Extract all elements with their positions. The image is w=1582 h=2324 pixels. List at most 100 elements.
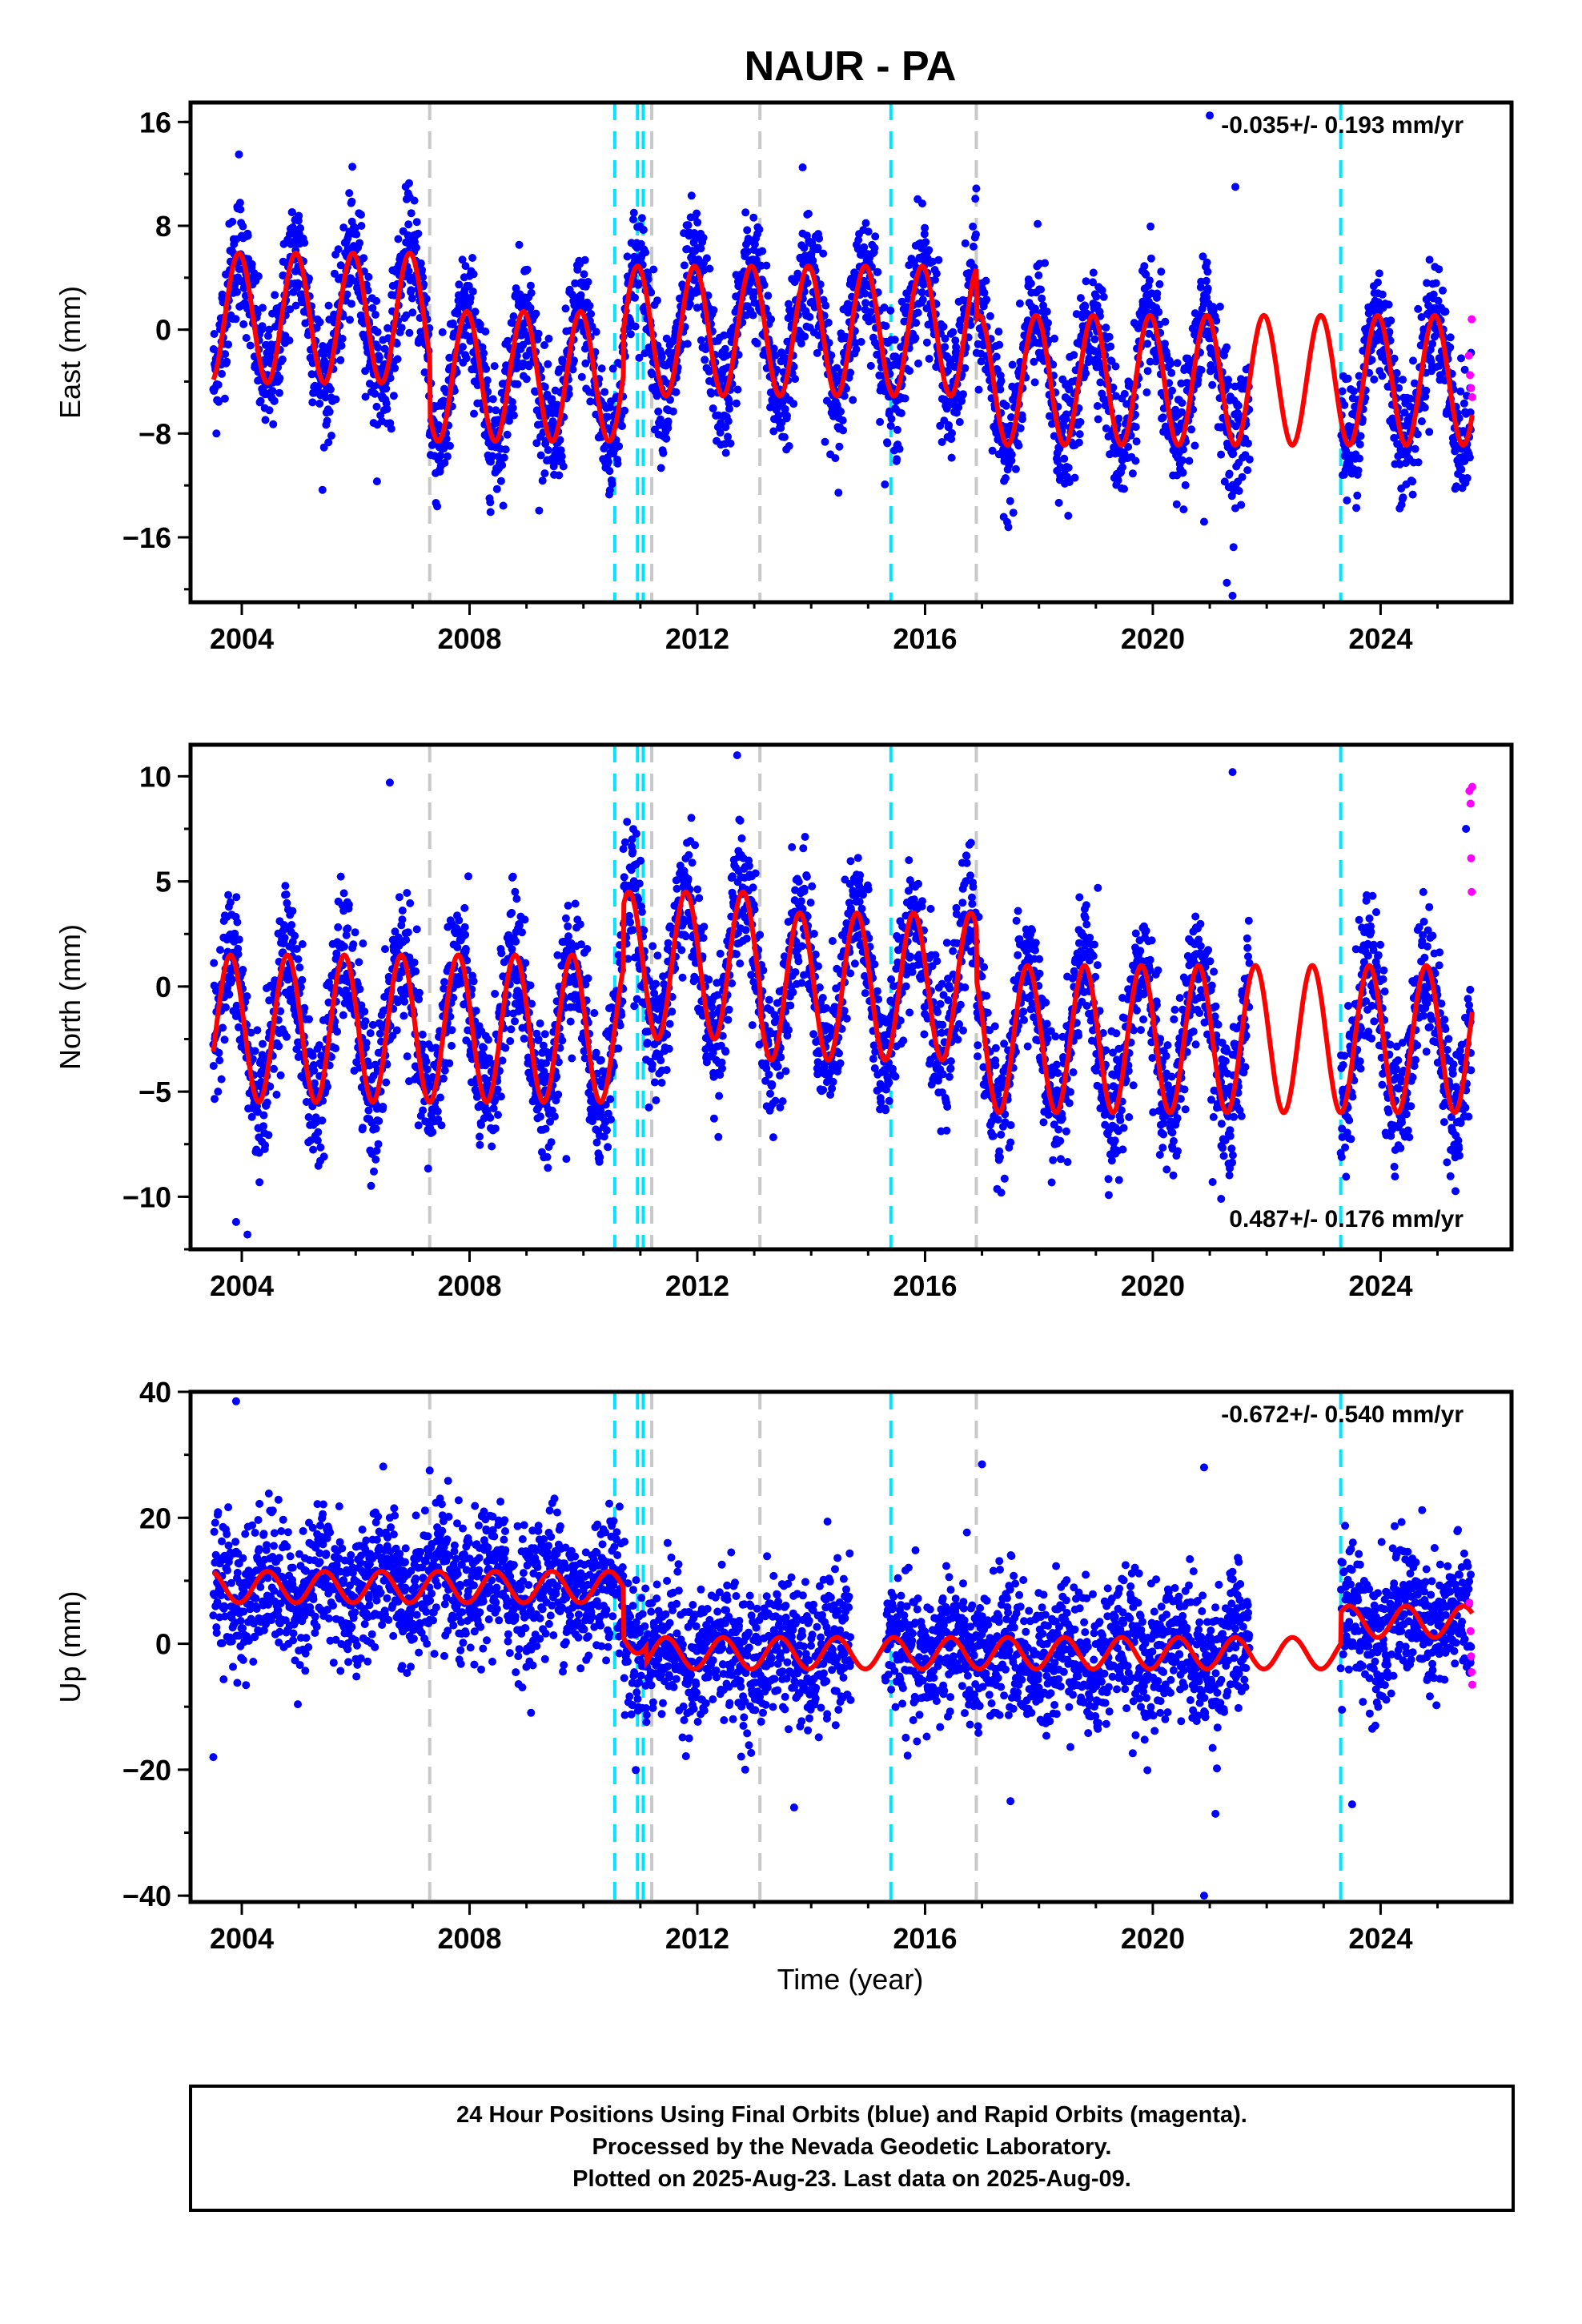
data-point (1237, 501, 1246, 509)
data-point (1441, 308, 1450, 316)
data-point (1208, 380, 1217, 389)
data-point (532, 439, 541, 448)
data-point (1167, 368, 1176, 377)
data-point (507, 1025, 516, 1034)
data-point (1081, 302, 1090, 311)
data-point (577, 372, 586, 381)
data-point (275, 374, 284, 383)
data-point (890, 336, 899, 344)
data-point (653, 296, 661, 305)
data-point (305, 1015, 313, 1023)
data-point (255, 1178, 264, 1187)
data-point (402, 935, 411, 944)
data-point (753, 339, 761, 348)
data-point (641, 248, 650, 257)
data-point (221, 350, 230, 359)
data-point (798, 163, 807, 172)
data-point (662, 434, 671, 443)
data-point (291, 931, 299, 940)
data-point (913, 308, 922, 317)
data-point (774, 411, 783, 420)
data-point (371, 1124, 380, 1133)
data-point (1128, 469, 1137, 478)
data-point (538, 476, 547, 485)
data-point (372, 296, 381, 305)
data-point (324, 301, 333, 310)
data-point (540, 1030, 549, 1039)
data-point (1140, 262, 1149, 271)
data-point (716, 428, 725, 437)
data-point (803, 279, 812, 287)
data-point (1006, 497, 1014, 505)
data-point (315, 318, 324, 327)
data-point (305, 274, 313, 283)
data-point (403, 1052, 412, 1061)
data-point (941, 334, 950, 343)
data-point (886, 306, 895, 315)
data-point (934, 255, 943, 264)
data-point (275, 388, 283, 397)
data-point (404, 928, 412, 937)
data-point (395, 893, 404, 902)
data-point (536, 1019, 544, 1027)
data-point (659, 448, 668, 457)
data-point (1350, 387, 1358, 396)
data-point (994, 328, 1003, 336)
data-point (418, 266, 426, 274)
data-point (797, 339, 805, 348)
data-point (362, 1039, 371, 1047)
data-point (389, 392, 398, 400)
data-point (1076, 294, 1085, 303)
data-point (895, 444, 904, 453)
data-point (295, 211, 303, 220)
data-point (1155, 279, 1164, 288)
data-point (1009, 509, 1018, 517)
data-point (918, 199, 926, 208)
data-point (961, 364, 970, 372)
data-point (254, 272, 263, 280)
data-point (368, 304, 377, 312)
data-point (440, 1066, 449, 1075)
data-point (733, 385, 742, 394)
data-point (488, 1142, 496, 1151)
data-point (1187, 425, 1196, 434)
data-point (656, 464, 665, 472)
data-point (1225, 469, 1234, 478)
data-point (938, 438, 946, 446)
data-point (455, 280, 464, 289)
data-point (767, 315, 776, 324)
data-point (1439, 286, 1447, 295)
data-point (281, 882, 290, 891)
data-point (1004, 523, 1013, 532)
data-point (482, 364, 491, 373)
data-point (1082, 369, 1090, 378)
data-point (1343, 496, 1351, 505)
data-point (683, 340, 692, 348)
data-point (247, 259, 256, 268)
data-point (476, 1140, 484, 1149)
data-point (1431, 279, 1440, 287)
data-point (1094, 415, 1102, 424)
data-point (497, 949, 506, 958)
data-point (406, 899, 415, 907)
data-point (534, 329, 543, 338)
data-point (239, 222, 247, 231)
data-point (893, 425, 901, 434)
data-point (419, 273, 428, 282)
data-point (912, 319, 921, 328)
data-point (580, 255, 589, 264)
data-point (243, 231, 252, 240)
data-point (732, 399, 741, 408)
data-point (515, 240, 524, 249)
data-point (498, 460, 507, 469)
data-point (414, 229, 423, 238)
data-point (837, 407, 845, 416)
x-tick-label: 2024 (1348, 622, 1412, 655)
data-point (1082, 277, 1090, 286)
data-point (318, 485, 327, 494)
data-point (974, 385, 983, 394)
data-point (433, 502, 442, 511)
data-point (416, 259, 425, 267)
data-point (566, 1017, 575, 1026)
data-point (1114, 476, 1122, 485)
